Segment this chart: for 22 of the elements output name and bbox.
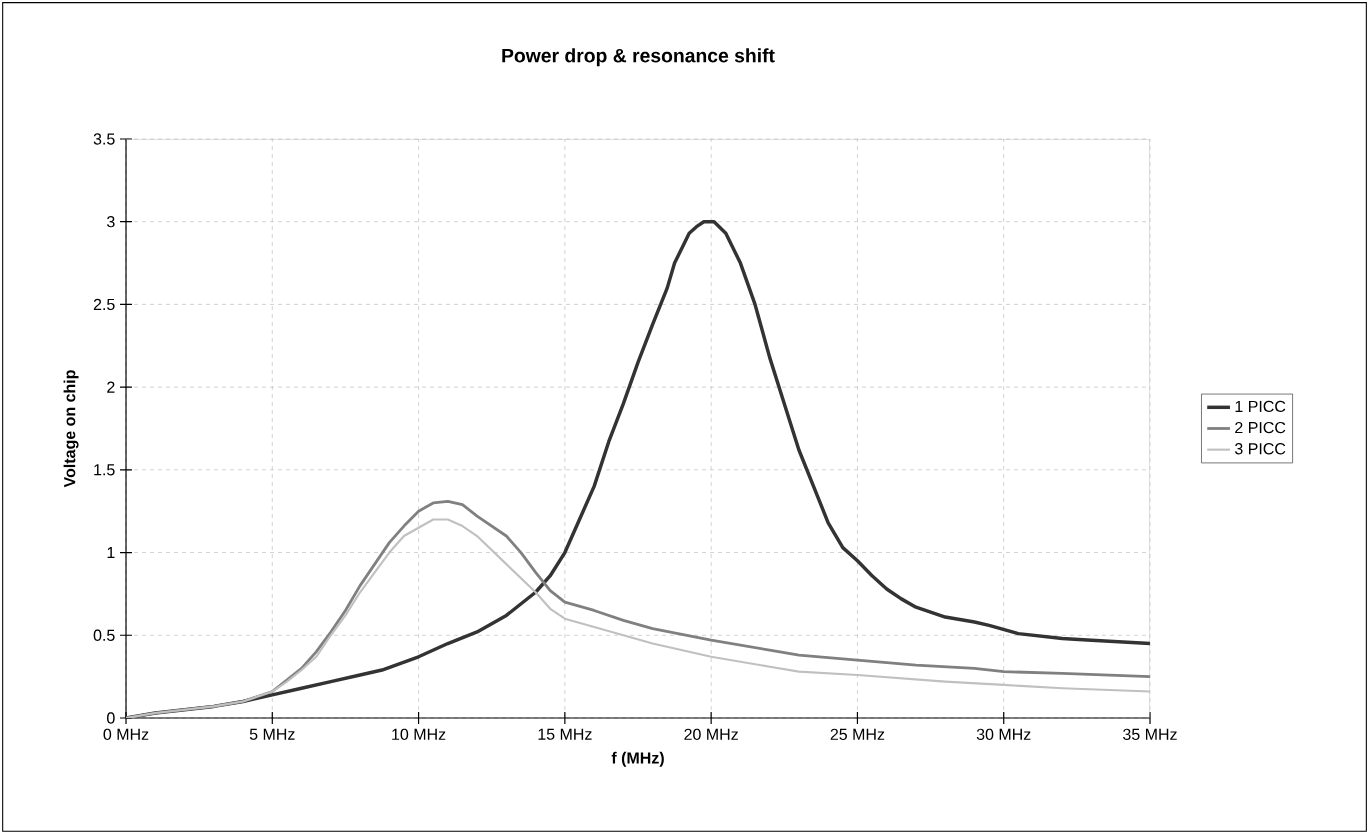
legend-label: 2 PICC xyxy=(1235,421,1286,434)
chart-title: Power drop & resonance shift xyxy=(502,48,775,67)
y-axis-title: Voltage on chip xyxy=(63,370,79,488)
x-tick-label: 30 MHz xyxy=(976,728,1031,741)
x-tick-label: 35 MHz xyxy=(1123,728,1177,741)
legend-label: 1 PICC xyxy=(1235,400,1286,413)
y-tick-label: 1.5 xyxy=(94,464,115,476)
y-tick-label: 3 xyxy=(107,216,115,228)
y-tick-label: 2 xyxy=(107,381,115,393)
x-tick-label: 15 MHz xyxy=(538,728,592,740)
x-tick-label: 5 MHz xyxy=(249,728,295,740)
y-tick-label: 1 xyxy=(107,547,115,559)
x-tick-label: 25 MHz xyxy=(830,728,885,741)
y-tick-label: 2.5 xyxy=(93,298,115,311)
y-tick-label: 0.5 xyxy=(93,629,115,641)
x-tick-label: 20 MHz xyxy=(684,728,738,741)
x-tick-label: 10 MHz xyxy=(392,728,446,741)
y-tick-label: 0 xyxy=(107,712,115,724)
y-tick-label: 3.5 xyxy=(93,133,115,145)
legend-label: 3 PICC xyxy=(1234,443,1286,455)
x-tick-label: 0 MHz xyxy=(103,728,149,741)
x-axis-title: f (MHz) xyxy=(611,751,664,767)
